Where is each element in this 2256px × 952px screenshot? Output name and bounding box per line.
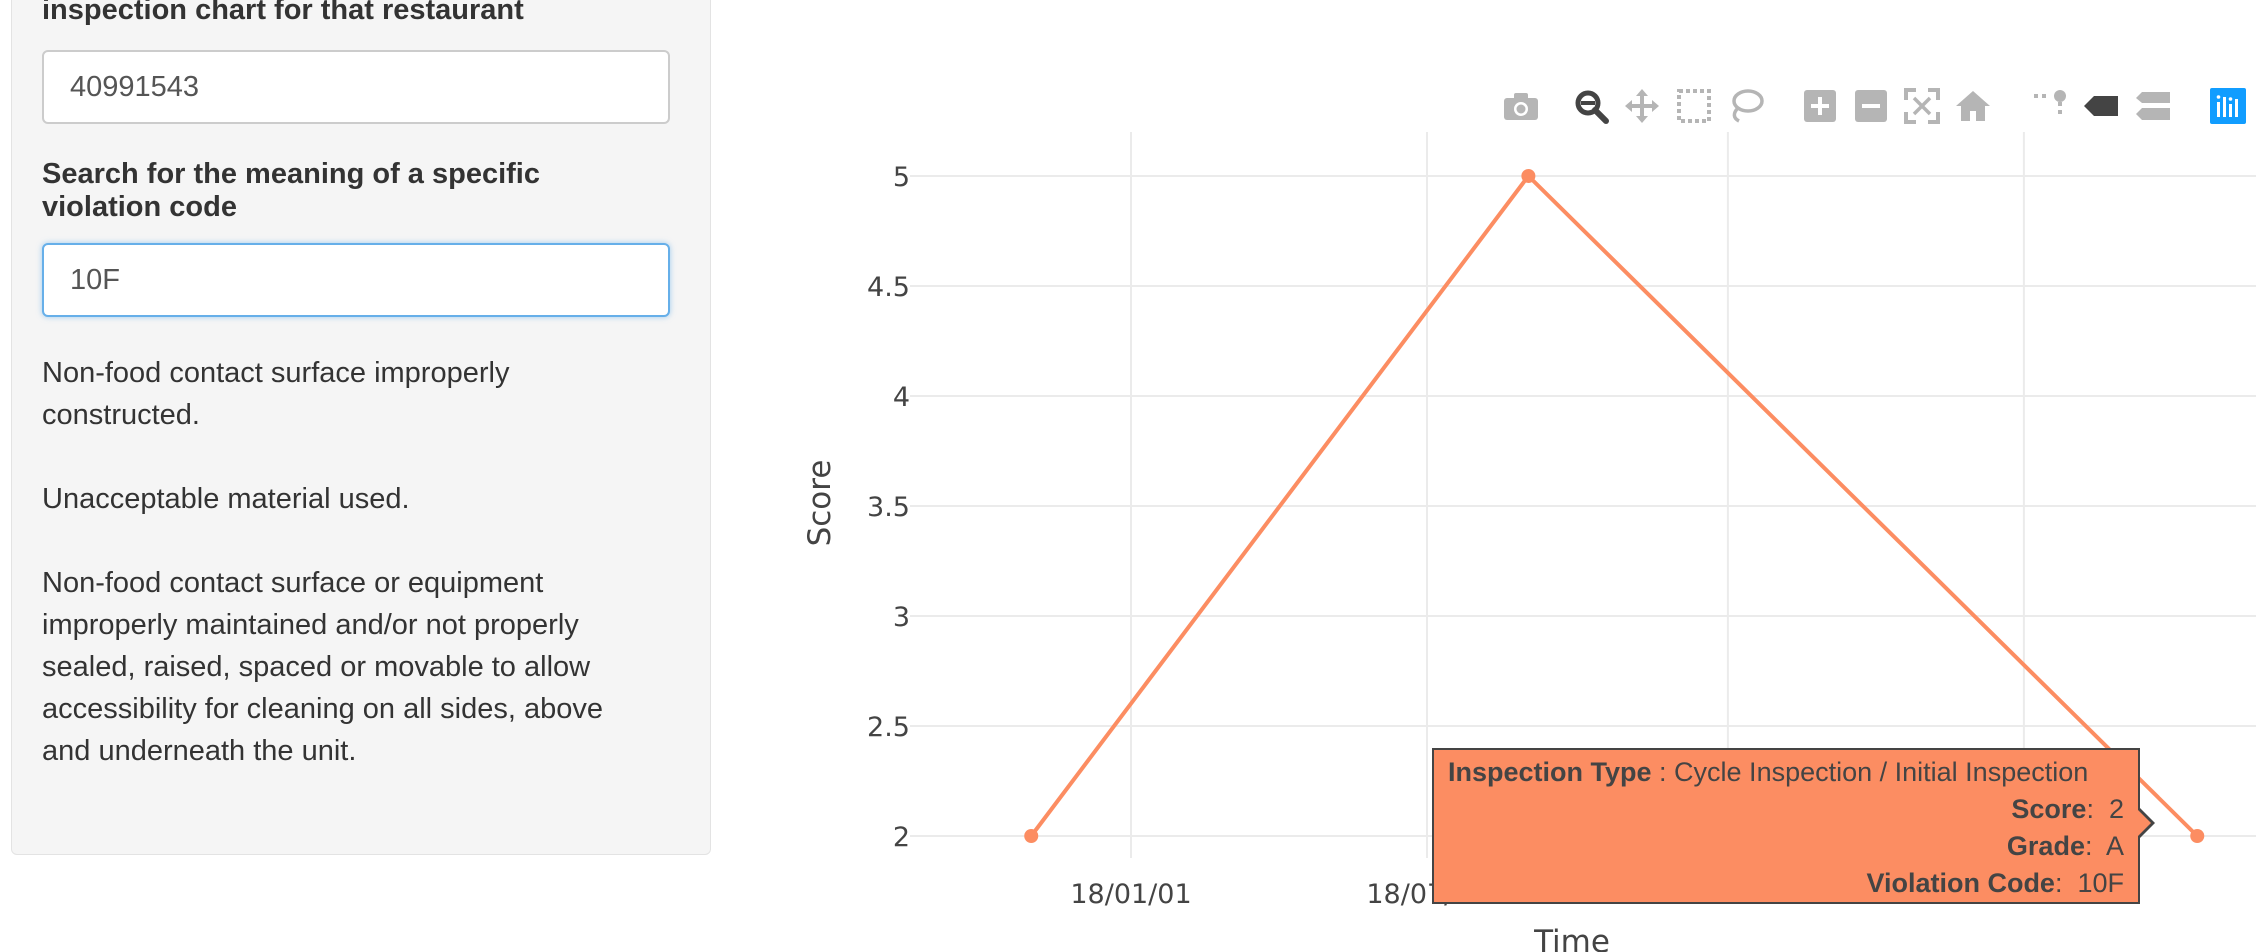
y-tick-label: 3	[893, 602, 910, 633]
y-tick-label: 2	[893, 822, 910, 853]
description-line: Non-food contact surface improperly	[42, 357, 510, 389]
violation-description-3: Non-food contact surface or equipment im…	[42, 562, 682, 772]
description-line: Unacceptable material used.	[42, 483, 410, 515]
description-line: accessibility for cleaning on all sides,…	[42, 693, 603, 725]
tooltip-arrow-fill	[2137, 809, 2151, 837]
y-tick-label: 3.5	[867, 492, 910, 523]
zoom-icon[interactable]	[1571, 86, 1611, 126]
x-tick-label: 18/01/01	[1070, 879, 1191, 910]
tooltip-inspection-type: Inspection Type : Cycle Inspection / Ini…	[1448, 757, 2089, 787]
hover-closest-icon[interactable]	[2081, 86, 2121, 126]
spike-lines-icon[interactable]	[2030, 86, 2070, 126]
description-line: improperly maintained and/or not properl…	[42, 609, 579, 641]
violation-code-label-line1: Search for the meaning of a specific	[42, 158, 540, 190]
x-tick-labels: 18/01/01 18/07/01	[1070, 879, 1487, 910]
violation-description-2: Unacceptable material used.	[42, 478, 682, 520]
tooltip-violation-code: Violation Code: 10F	[1866, 868, 2124, 898]
pan-icon[interactable]	[1622, 86, 1662, 126]
y-tick-label: 4.5	[867, 272, 910, 303]
y-tick-label: 2.5	[867, 712, 910, 743]
y-axis-label: Score	[802, 460, 838, 547]
box-select-icon[interactable]	[1674, 86, 1714, 126]
description-line: and underneath the unit.	[42, 735, 357, 767]
zoom-out-icon[interactable]	[1851, 86, 1891, 126]
reset-axes-icon[interactable]	[1953, 86, 1993, 126]
hover-tooltip: Inspection Type : Cycle Inspection / Ini…	[1432, 748, 2140, 904]
y-tick-label: 4	[893, 382, 910, 413]
lasso-select-icon[interactable]	[1726, 86, 1766, 126]
sidebar-panel	[11, 0, 711, 855]
zoom-in-icon[interactable]	[1800, 86, 1840, 126]
restaurant-id-input[interactable]	[42, 50, 670, 124]
y-tick-label: 5	[893, 162, 910, 193]
violation-code-label: Search for the meaning of a specific vio…	[42, 158, 540, 224]
description-line: constructed.	[42, 399, 200, 431]
violation-description-1: Non-food contact surface improperly cons…	[42, 352, 682, 436]
autoscale-icon[interactable]	[1902, 86, 1942, 126]
violation-code-label-line2: violation code	[42, 191, 237, 223]
description-line: Non-food contact surface or equipment	[42, 567, 544, 599]
plotly-logo-icon[interactable]	[2208, 86, 2248, 126]
restaurant-id-label: inspection chart for that restaurant	[42, 0, 524, 26]
tooltip-grade: Grade: A	[2006, 831, 2124, 861]
violation-code-input[interactable]	[42, 243, 670, 317]
description-line: sealed, raised, spaced or movable to all…	[42, 651, 591, 683]
data-point[interactable]	[1024, 829, 1039, 843]
hover-compare-icon[interactable]	[2133, 86, 2173, 126]
data-point[interactable]	[1521, 169, 1536, 183]
x-axis-label: Time	[1533, 924, 1610, 952]
data-point[interactable]	[2190, 829, 2205, 843]
tooltip-score: Score: 2	[2011, 794, 2124, 824]
chart-series	[1024, 169, 2205, 843]
camera-icon[interactable]	[1501, 86, 1541, 126]
y-tick-labels: 2 2.5 3 3.5 4 4.5 5	[867, 162, 910, 853]
